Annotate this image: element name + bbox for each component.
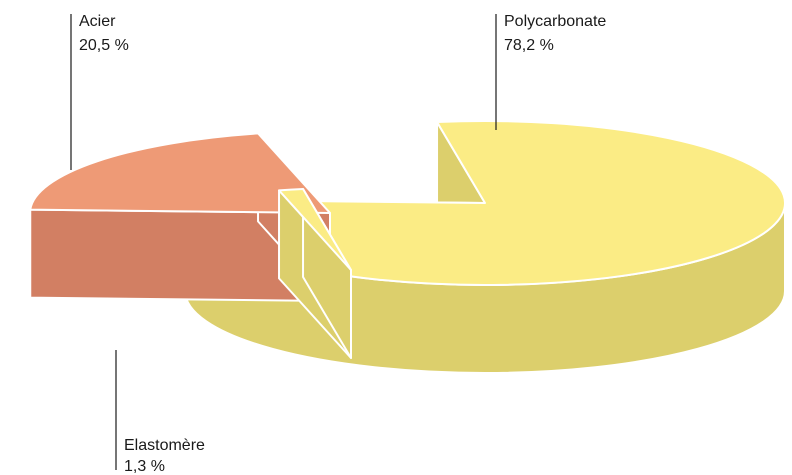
slice-value-polycarbonate: 78,2 %: [504, 37, 554, 54]
slice-name-polycarbonate: Polycarbonate: [504, 13, 606, 30]
slice-label-elastomere: Elastomère 1,3 %: [115, 350, 205, 475]
slice-label-polycarbonate: Polycarbonate 78,2 %: [495, 13, 606, 130]
slice-name-acier: Acier: [79, 13, 116, 30]
slice-top-elastomere: [278, 188, 352, 271]
slice-label-acier: Acier 20,5 %: [70, 13, 129, 170]
pie-slices: [29, 120, 786, 374]
slice-value-acier: 20,5 %: [79, 37, 129, 54]
slice-top-acier: [29, 132, 331, 214]
slice-value-elastomere: 1,3 %: [124, 458, 165, 475]
slice-name-elastomere: Elastomère: [124, 437, 205, 454]
slice-elastomere: [278, 188, 352, 359]
